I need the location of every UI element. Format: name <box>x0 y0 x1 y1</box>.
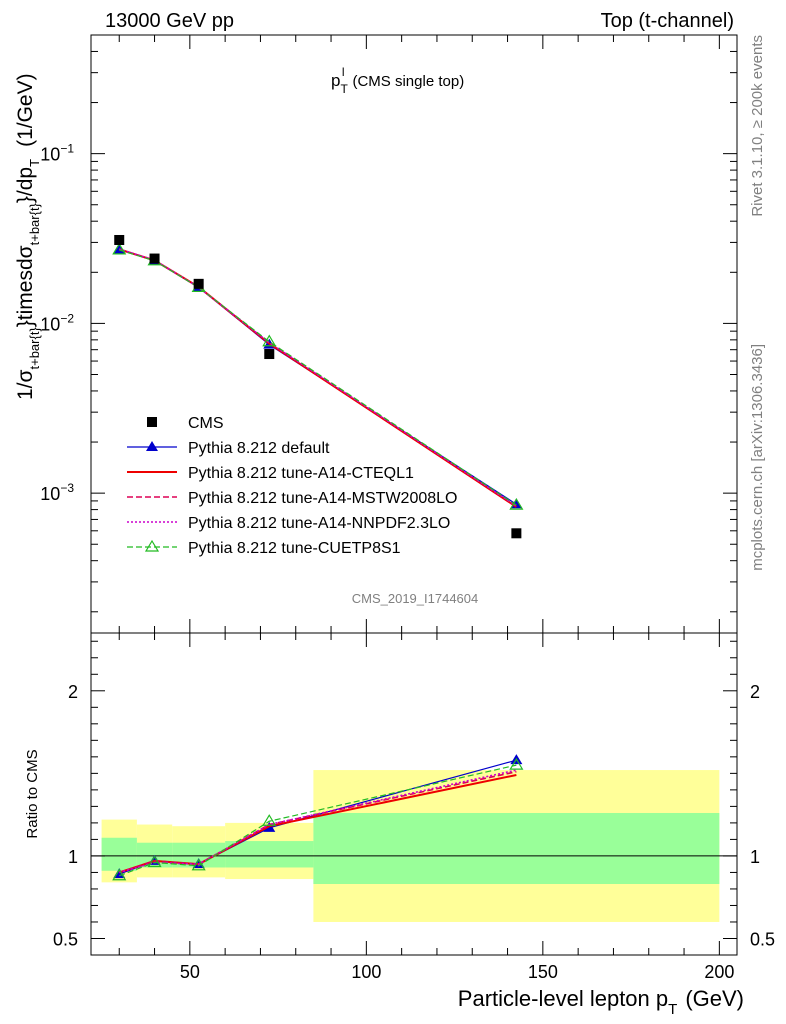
y-tick-label-ratio-right: 1 <box>750 847 760 867</box>
legend: CMS Pythia 8.212 default Pythia 8.212 tune… <box>127 415 457 557</box>
ratio-panel: 0.5 0.5 1 1 2 2 50 100 150 200 <box>53 632 775 982</box>
band-inner <box>101 837 137 871</box>
y-tick-label-ratio-left: 0.5 <box>53 929 78 949</box>
main-point-cuetp8s1 <box>509 497 524 510</box>
band-inner <box>225 841 314 868</box>
main-point-cms <box>193 278 204 289</box>
xlabel-b: T <box>668 1001 677 1018</box>
ylabel-g: (1/GeV) <box>14 73 37 147</box>
main-ylabel: 1/σt+bar{t}}timesdσt+bar{t}}/dpT(1/GeV) <box>14 73 42 400</box>
ratio-line-cuetp8s1 <box>119 764 517 877</box>
ratio-bands <box>101 770 720 922</box>
y-tick-label-base: 10 <box>40 145 60 165</box>
x-tick-label: 150 <box>528 962 558 982</box>
y-tick-label-exp: −1 <box>60 142 74 156</box>
y-tick-label-base: 10 <box>40 484 60 504</box>
plot-title-rest: (CMS single top) <box>352 73 464 90</box>
main-ticks: 10−110−210−3 <box>40 34 737 633</box>
main-point-cuetp8s1 <box>112 242 127 255</box>
y-tick-label-main: 10−1 <box>40 142 74 165</box>
ylabel-f: T <box>27 159 42 167</box>
xlabel-c: (GeV) <box>685 986 744 1011</box>
analysis-id: CMS_2019_I1744604 <box>352 591 479 606</box>
main-point-cms <box>114 234 125 245</box>
x-tick-label: 200 <box>704 962 734 982</box>
legend-label-mstw: Pythia 8.212 tune-A14-MSTW2008LO <box>188 490 457 507</box>
plot-title-sup: l <box>342 65 345 79</box>
plot-title-main: p <box>331 71 340 90</box>
xlabel-a: Particle-level lepton p <box>458 986 668 1011</box>
legend-label-cteql1: Pythia 8.212 tune-A14-CTEQL1 <box>188 465 414 482</box>
legend-marker-cuetp8s1 <box>144 539 160 552</box>
main-point-cuetp8s1 <box>262 334 277 347</box>
legend-label-nnpdf: Pythia 8.212 tune-A14-NNPDF2.3LO <box>188 515 450 532</box>
ratio-point-cuetp8s1 <box>509 757 524 770</box>
y-tick-label-base: 10 <box>40 314 60 334</box>
y-tick-label-ratio-left: 1 <box>68 847 78 867</box>
main-point-cms <box>149 253 160 264</box>
header-left: 13000 GeV pp <box>105 10 234 32</box>
y-tick-label-exp: −3 <box>60 481 74 495</box>
x-axis-label: Particle-level lepton pT (GeV) <box>458 986 744 1018</box>
ylabel-a: 1/σ <box>14 369 37 400</box>
plot-title: pTl (CMS single top) <box>331 65 464 96</box>
ratio-line-nnpdf <box>119 769 517 874</box>
y-tick-label-ratio-left: 2 <box>68 682 78 702</box>
band-inner <box>313 812 720 884</box>
legend-marker-default <box>146 441 158 451</box>
legend-marker-cms <box>147 417 157 427</box>
main-series <box>112 234 524 539</box>
mcplots-label: mcplots.cern.ch [arXiv:1306.3436] <box>749 344 766 571</box>
ylabel-b: t+bar{t} <box>27 327 42 370</box>
legend-label-default: Pythia 8.212 default <box>188 440 330 457</box>
y-tick-label-main: 10−2 <box>40 311 74 334</box>
ratio-ylabel: Ratio to CMS <box>24 749 41 838</box>
main-point-cms <box>511 528 522 539</box>
ylabel-d: t+bar{t} <box>27 202 42 245</box>
ratio-point-cuetp8s1 <box>112 868 127 881</box>
ratio-point-cuetp8s1 <box>262 814 277 826</box>
ratio-ticks: 0.5 0.5 1 1 2 2 50 100 150 200 <box>53 633 775 982</box>
ylabel-c: }timesdσ <box>14 245 37 327</box>
x-tick-label: 100 <box>351 962 381 982</box>
header-right: Top (t-channel) <box>601 10 734 32</box>
legend-label-cms: CMS <box>188 415 224 432</box>
ratio-series <box>112 754 524 881</box>
ratio-point-cuetp8s1 <box>191 858 206 871</box>
ratio-frame <box>90 632 738 956</box>
y-tick-label-ratio-right: 0.5 <box>750 929 775 949</box>
ratio-point-cuetp8s1 <box>147 855 162 868</box>
y-tick-label-exp: −2 <box>60 311 74 325</box>
plot-title-sub: T <box>340 82 348 96</box>
y-tick-label-ratio-right: 2 <box>750 682 760 702</box>
main-panel: 10−110−210−3 pTl(CMS single top) CMS_201… <box>40 34 738 634</box>
main-point-cms <box>264 349 275 360</box>
ylabel-e: }/dp <box>14 167 37 203</box>
legend-label-cuetp8s1: Pythia 8.212 tune-CUETP8S1 <box>188 540 401 557</box>
x-tick-label: 50 <box>180 962 200 982</box>
rivet-label: Rivet 3.1.10, ≥ 200k events <box>749 35 766 217</box>
main-point-default <box>113 243 126 254</box>
y-tick-label-main: 10−3 <box>40 481 74 504</box>
